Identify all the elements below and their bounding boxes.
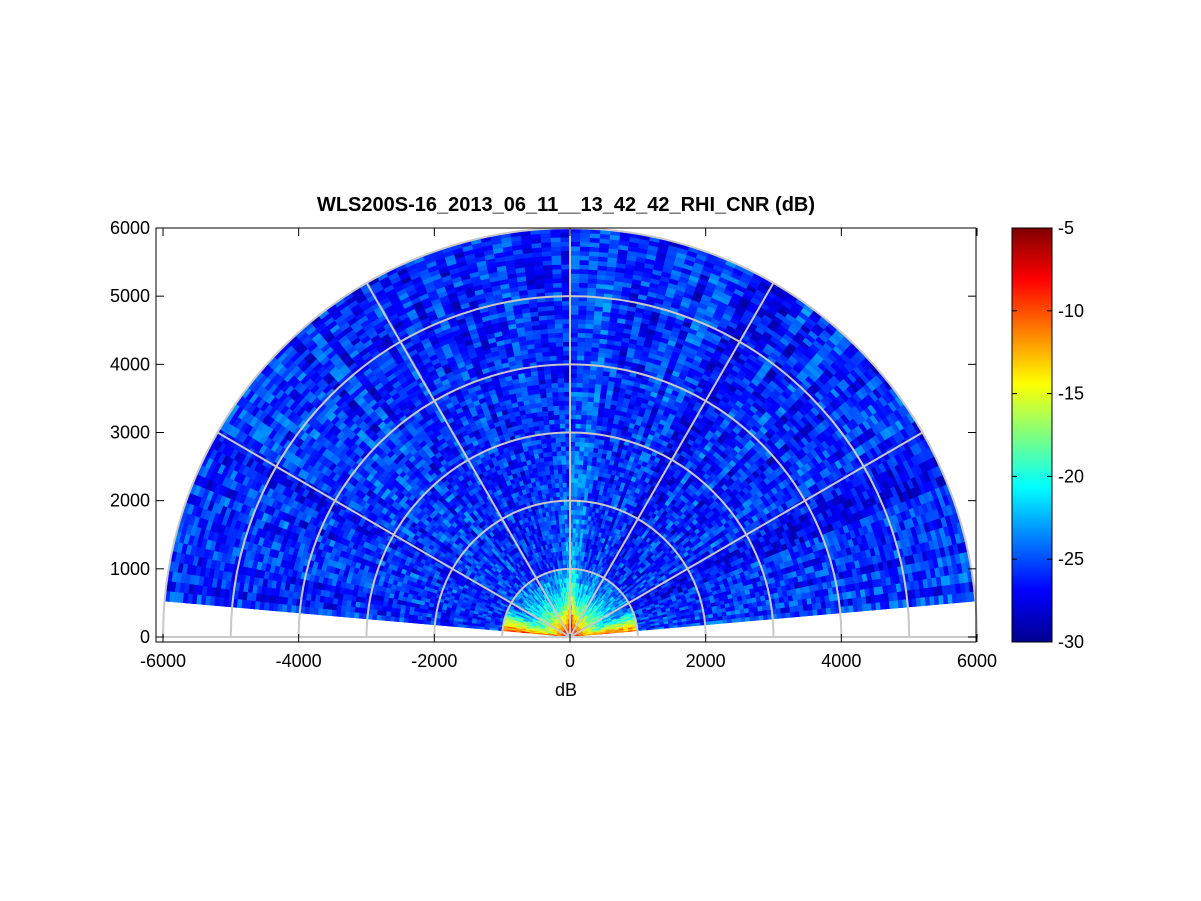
heat-cell xyxy=(587,455,593,462)
heat-cell xyxy=(753,615,760,622)
heat-cell xyxy=(587,451,594,457)
heat-cell xyxy=(762,614,769,621)
heat-cell xyxy=(758,614,765,621)
heat-cell xyxy=(749,615,756,622)
heat-cell xyxy=(586,460,593,466)
chart-title: WLS200S-16_2013_06_11__13_42_42_RHI_CNR … xyxy=(317,194,815,216)
heat-cell xyxy=(744,616,751,622)
heat-cell xyxy=(586,464,592,471)
heat-cell xyxy=(780,612,787,619)
heat-cell xyxy=(585,469,591,475)
heat-cell xyxy=(587,446,594,453)
heat-cell xyxy=(776,612,783,620)
heat-cell xyxy=(588,442,595,448)
